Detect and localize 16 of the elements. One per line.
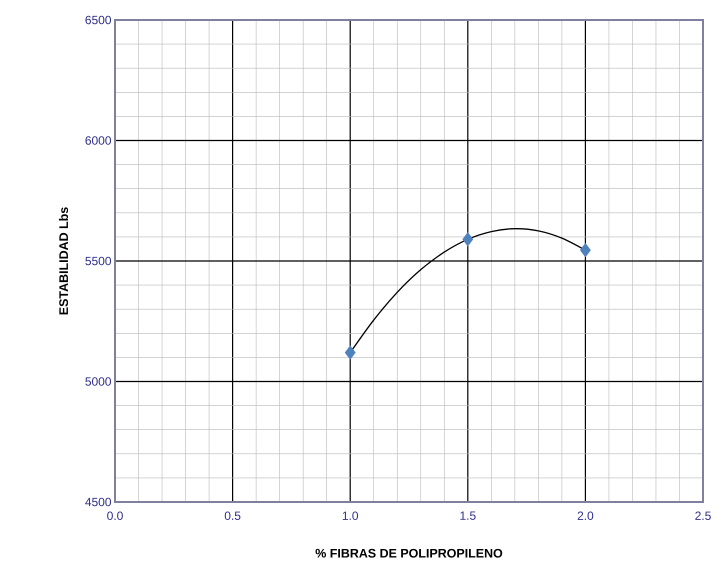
x-tick-label: 1.0 — [342, 512, 358, 520]
y-tick-label: 6000 — [85, 136, 112, 145]
point — [580, 242, 591, 258]
x-tick-label: 0.5 — [224, 512, 240, 520]
point — [462, 232, 474, 246]
y-tick-label: 5500 — [85, 256, 112, 266]
y-axis-title: ESTABILIDAD Lbs — [58, 207, 68, 314]
x-tick-label: 2.5 — [695, 512, 711, 520]
point — [344, 345, 356, 360]
x-tick-label: 1.5 — [460, 512, 476, 520]
y-tick-label: 5000 — [85, 377, 112, 386]
y-tick-label: 6500 — [85, 16, 112, 24]
y-tick-label: 4500 — [85, 498, 112, 506]
x-tick-label: 0.0 — [107, 512, 123, 520]
x-tick-label: 2.0 — [578, 512, 594, 520]
x-axis-title: % FIBRAS DE POLIPROPILENO — [316, 548, 502, 558]
